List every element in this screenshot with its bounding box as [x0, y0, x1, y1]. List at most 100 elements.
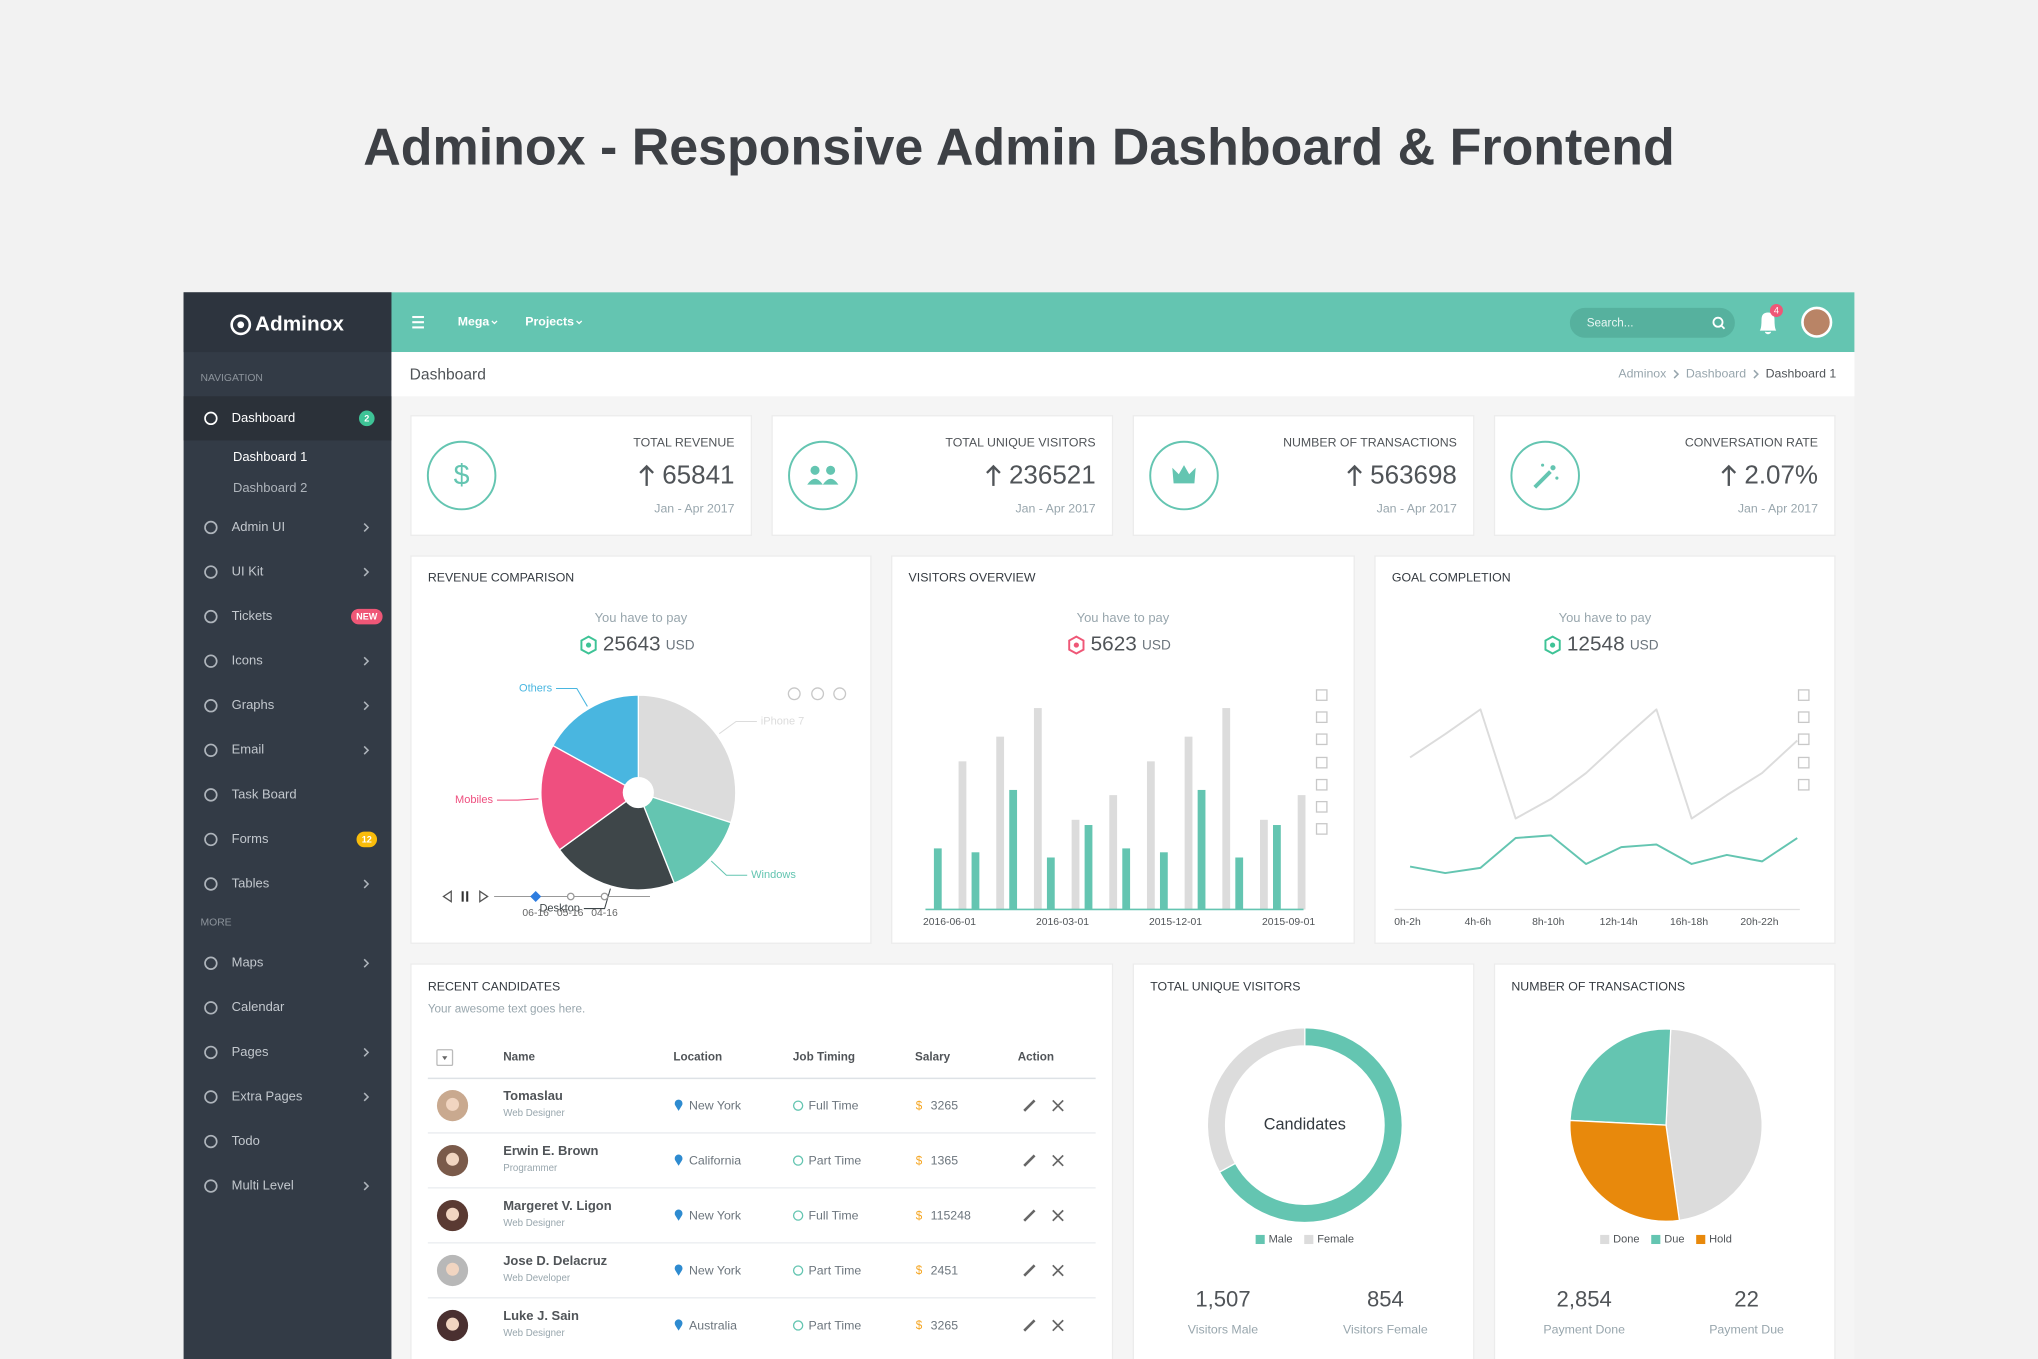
delete-action[interactable]	[1052, 1319, 1064, 1332]
chart-tool-icon	[1797, 733, 1810, 746]
pie-slice	[1665, 1028, 1763, 1222]
edit-action[interactable]	[1023, 1154, 1036, 1167]
nav-item[interactable]: Maps	[232, 955, 264, 970]
nav-icon	[204, 788, 218, 802]
stat-icon	[1541, 463, 1545, 467]
table-header: Salary	[915, 1051, 951, 1064]
chart-tool-icon	[1797, 756, 1810, 769]
pie-slice	[1218, 1027, 1403, 1224]
page-header-bar	[391, 352, 1855, 397]
user-avatar[interactable]	[1801, 306, 1833, 338]
brand-logo-dot	[237, 321, 245, 329]
pie-slice	[637, 791, 732, 884]
location-icon	[674, 1099, 683, 1111]
stat-card	[1493, 415, 1836, 536]
nav-item[interactable]: Graphs	[232, 697, 275, 712]
edit-action[interactable]	[1023, 1099, 1036, 1112]
candidate-job-timing: Part Time	[809, 1154, 862, 1168]
summary-title: NUMBER OF TRANSACTIONS	[1511, 980, 1685, 994]
pie-slice	[1569, 1028, 1672, 1126]
nav-icon	[204, 956, 218, 970]
stat-card	[771, 415, 1114, 536]
time-icon	[792, 1320, 804, 1331]
widget-amount-value: 5623	[1091, 633, 1137, 656]
nav-item[interactable]: Todo	[232, 1133, 260, 1148]
nav-item[interactable]: Email	[232, 742, 265, 757]
nav-badge: 2	[364, 413, 369, 423]
summary-card	[1132, 963, 1475, 1359]
pie-leader-line	[710, 860, 748, 876]
bar	[958, 761, 967, 910]
search-icon	[1720, 324, 1726, 330]
topbar-menu[interactable]: Projects	[525, 314, 574, 328]
edit-action[interactable]	[1023, 1209, 1036, 1222]
x-tick-label: 4h-6h	[1465, 917, 1492, 928]
salary-currency: $	[916, 1209, 923, 1222]
delete-action[interactable]	[1052, 1099, 1064, 1112]
candidate-job-timing: Part Time	[809, 1263, 862, 1277]
widget-title: VISITORS OVERVIEW	[909, 570, 1036, 584]
table-card	[410, 963, 1114, 1359]
delete-action[interactable]	[1052, 1264, 1064, 1277]
chart-tool-icon	[1315, 800, 1328, 813]
nav-subitem[interactable]: Dashboard 1	[233, 449, 307, 464]
dropdown-caret	[442, 1056, 448, 1061]
legend-label: Due	[1664, 1233, 1684, 1245]
stat-icon	[807, 478, 823, 485]
candidate-salary: 3265	[931, 1318, 959, 1332]
brand-logo	[230, 314, 252, 336]
stat-value: 563698	[1370, 460, 1457, 490]
nav-subitem[interactable]: Dashboard 2	[233, 480, 307, 495]
bar	[1184, 736, 1193, 910]
nav-item[interactable]: Tables	[232, 875, 270, 890]
time-icon	[792, 1155, 804, 1166]
nav-item[interactable]: Tickets	[232, 608, 273, 623]
salary-currency: $	[916, 1264, 923, 1277]
nav-item[interactable]: Calendar	[232, 999, 285, 1014]
notification-badge: 4	[1774, 306, 1779, 316]
candidate-name: Margeret V. Ligon	[503, 1198, 612, 1213]
stat-icon: $	[454, 459, 470, 491]
summary-stat-label: Payment Due	[1709, 1323, 1784, 1337]
nav-icon	[204, 877, 218, 891]
delete-action[interactable]	[1052, 1154, 1064, 1167]
edit-action[interactable]	[1023, 1264, 1036, 1277]
notification-bell[interactable]	[1759, 312, 1777, 335]
breadcrumb-item[interactable]: Adminox	[1618, 366, 1667, 380]
search-placeholder[interactable]: Search...	[1587, 317, 1634, 330]
timeline-control[interactable]	[442, 890, 452, 903]
topbar-menu[interactable]: Mega	[458, 314, 490, 328]
nav-item[interactable]: Multi Level	[232, 1178, 294, 1193]
summary-title: TOTAL UNIQUE VISITORS	[1150, 980, 1300, 994]
legend-label: Male	[1269, 1233, 1293, 1245]
nav-item[interactable]: Dashboard	[232, 410, 296, 425]
pie-hole	[622, 776, 654, 809]
nav-item[interactable]: UI Kit	[232, 563, 264, 578]
nav-item[interactable]: Admin UI	[232, 519, 285, 534]
chevron-icon	[363, 567, 370, 577]
nav-icon	[204, 743, 218, 757]
nav-icon	[204, 654, 218, 668]
nav-item[interactable]: Icons	[232, 653, 264, 668]
candidate-location: New York	[689, 1208, 742, 1222]
nav-icon	[204, 1134, 218, 1149]
x-tick-label: 2015-12-01	[1149, 917, 1202, 928]
nav-item[interactable]: Pages	[232, 1044, 269, 1059]
nav-item[interactable]: Extra Pages	[232, 1088, 303, 1103]
timeline-control[interactable]	[479, 890, 489, 903]
pie-slice	[637, 694, 737, 824]
nav-item[interactable]: Task Board	[232, 786, 297, 801]
delete-action[interactable]	[1052, 1209, 1064, 1222]
nav-item[interactable]: Forms	[232, 831, 269, 846]
pie-label: Others	[519, 682, 553, 694]
bar	[1071, 819, 1080, 910]
timeline-label: 06-16	[522, 908, 549, 919]
nav-icon	[204, 1001, 218, 1015]
location-icon	[674, 1209, 683, 1221]
salary-currency: $	[916, 1319, 923, 1332]
edit-action[interactable]	[1023, 1319, 1036, 1332]
breadcrumb-item[interactable]: Dashboard	[1686, 366, 1746, 380]
bar	[1146, 761, 1155, 910]
location-icon	[674, 1154, 683, 1166]
